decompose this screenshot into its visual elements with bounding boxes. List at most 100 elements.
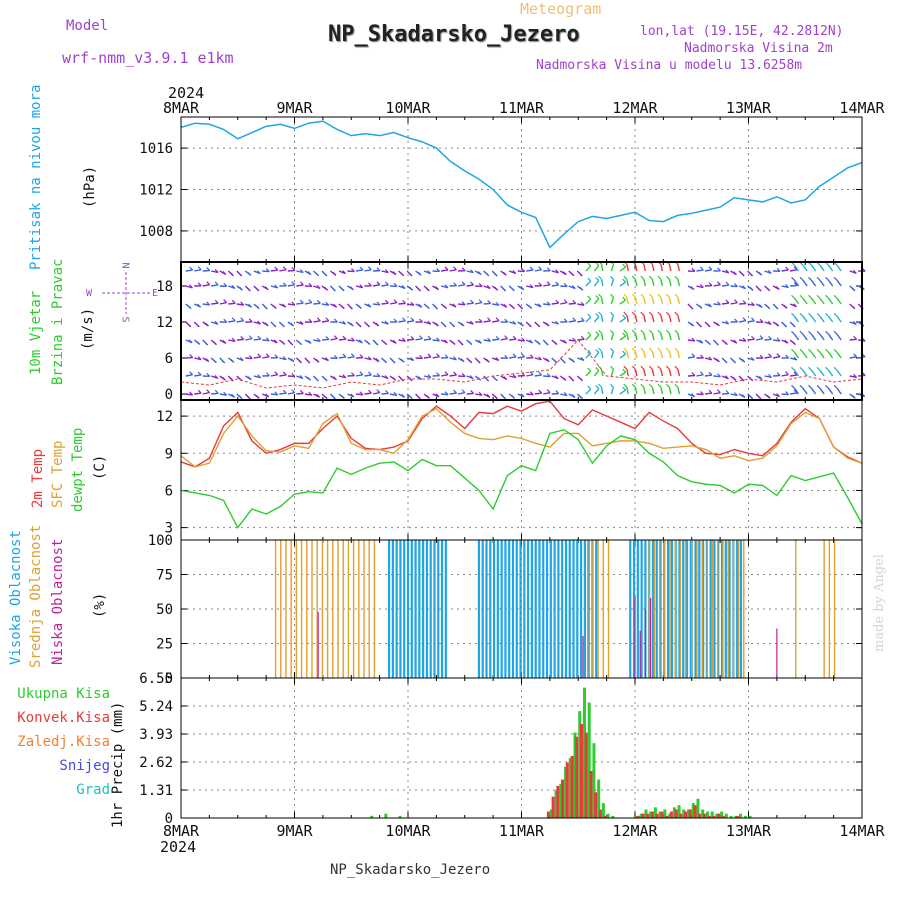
year-label-bottom: 2024 <box>160 838 197 856</box>
wind-barb-feather <box>528 304 533 309</box>
wind-barb <box>262 355 270 359</box>
wind-barb-feather <box>715 322 720 327</box>
wind-barb-feather <box>461 267 466 272</box>
wind-barb-feather <box>436 337 440 342</box>
wind-barb-feather <box>307 271 312 275</box>
wind-barb <box>793 264 800 272</box>
wind-barb-feather <box>214 269 219 273</box>
wind-barb <box>440 285 449 289</box>
wind-barb-feather <box>316 337 321 342</box>
wind-barb <box>651 369 655 377</box>
wind-barb-feather <box>775 322 780 327</box>
wind-barb-feather <box>816 348 821 353</box>
wind-barb-feather <box>741 394 746 398</box>
wind-barb-feather <box>791 348 795 353</box>
wind-barb-feather <box>741 358 746 363</box>
precip-total-bar <box>668 813 672 818</box>
wind-barb-feather <box>308 282 313 287</box>
precip-total-bar <box>734 815 738 818</box>
wind-barb-feather <box>189 266 194 271</box>
precip-conv-bar <box>684 811 688 818</box>
wind-barb-feather <box>274 354 279 359</box>
wind-barb-feather <box>511 305 515 310</box>
wind-barb-feather <box>459 341 464 346</box>
wind-barb <box>626 333 630 341</box>
wind-barb <box>211 284 219 287</box>
wind-barb <box>593 316 600 323</box>
wind-barb-feather <box>587 295 592 300</box>
wind-barb <box>313 339 321 342</box>
wind-barb <box>509 338 517 341</box>
wind-barb-feather <box>674 311 679 316</box>
wind-barb <box>585 316 592 323</box>
wind-barb-feather <box>401 285 406 289</box>
wind-barb-feather <box>204 341 209 346</box>
wind-barb-feather <box>546 281 551 286</box>
wind-barb <box>458 303 466 306</box>
wind-barb <box>543 283 551 287</box>
wind-barb <box>819 264 825 272</box>
wind-barb-feather <box>623 293 628 298</box>
wind-barb-feather <box>799 330 804 335</box>
top-date-label: 13MAR <box>726 99 772 117</box>
wind-barb <box>634 369 638 377</box>
wind-barb <box>585 265 592 272</box>
wind-barb-feather <box>401 393 406 398</box>
wind-barb-feather <box>699 339 704 344</box>
wind-barb-feather <box>774 305 779 310</box>
wind-barb <box>543 375 551 378</box>
wind-barb <box>793 279 800 287</box>
wind-barb <box>270 269 278 272</box>
wind-barb-feather <box>230 358 235 363</box>
y-tick-label: 6 <box>165 351 173 367</box>
wind-barb-feather <box>223 318 228 323</box>
wind-barb-feather <box>706 323 711 328</box>
wind-barb-feather <box>578 272 583 277</box>
wind-barb-feather <box>538 266 543 271</box>
wind-barb <box>517 356 525 359</box>
precip-conv-bar <box>546 811 550 818</box>
wind-barb <box>677 297 681 305</box>
wind-barb-feather <box>478 318 483 323</box>
wind-barb-feather <box>700 391 704 395</box>
wind-barb-feather <box>595 262 600 267</box>
wind-barb-feather <box>610 275 614 280</box>
wind-barb-feather <box>587 367 592 372</box>
wind-barb-feather <box>493 377 498 382</box>
wind-barb-feather <box>816 294 821 299</box>
wind-barb-feather <box>444 284 449 289</box>
wind-barb <box>738 339 747 342</box>
wind-barb-feather <box>776 267 781 272</box>
wind-barb <box>321 303 329 306</box>
wind-barb-feather <box>410 317 415 322</box>
wind-barb <box>347 355 355 359</box>
wind-barb-feather <box>248 335 253 340</box>
wind-barb-feather <box>223 282 228 287</box>
wind-barb-feather <box>538 282 543 287</box>
wind-barb-feather <box>282 282 287 287</box>
wind-barb <box>819 351 825 359</box>
wind-barb-feather <box>392 376 397 381</box>
wind-barb-feather <box>598 275 602 280</box>
precip-total-bar <box>672 807 676 818</box>
wind-barb <box>836 351 842 359</box>
wind-barb-feather <box>570 377 575 382</box>
wind-barb <box>457 391 466 395</box>
wind-barb-feather <box>648 293 653 298</box>
wind-barb-feather <box>536 341 541 345</box>
wind-barb-feather <box>197 303 201 308</box>
wind-barb-feather <box>340 395 345 399</box>
wind-barb <box>593 334 600 341</box>
wind-barb-feather <box>631 347 636 352</box>
panel-frame <box>180 261 863 401</box>
wind-barb <box>313 320 321 323</box>
wind-barb <box>534 374 542 377</box>
wind-barb <box>593 370 600 377</box>
precip-conv-bar <box>707 815 711 818</box>
y-tick-label: 50 <box>156 602 173 618</box>
wind-barb-feather <box>537 303 542 308</box>
wind-barb <box>668 297 672 305</box>
wind-barb <box>643 333 647 341</box>
wind-barb-feather <box>393 282 398 287</box>
wind-barb-feather <box>572 300 577 304</box>
